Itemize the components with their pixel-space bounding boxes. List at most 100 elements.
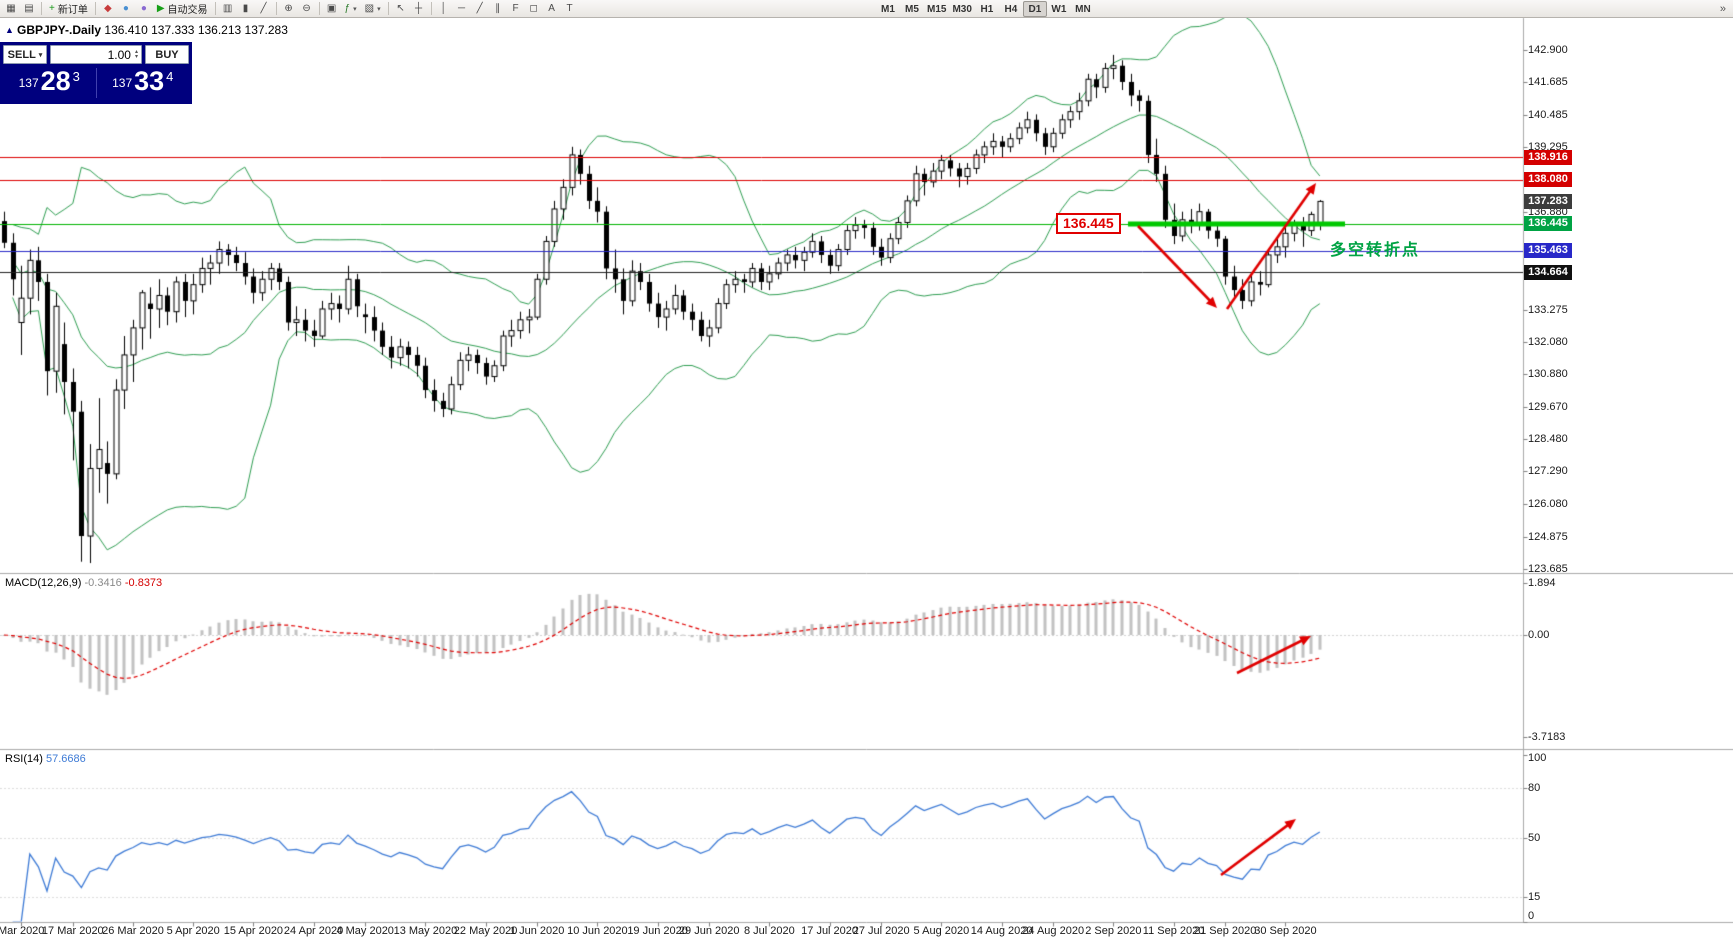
date-label: 17 Mar 2020 (41, 925, 104, 937)
price-divider (95, 68, 97, 98)
symbol-period-label: GBPJPY-.Daily (17, 23, 102, 37)
new-order-button-label: 新订单 (57, 5, 88, 16)
rsi-axis-label: 100 (1528, 751, 1547, 764)
candlestick-chart-icon: ▮ (242, 2, 249, 14)
spinner-down-icon[interactable]: ▾ (134, 53, 138, 60)
bid-big-digits: 28 (40, 65, 71, 96)
timeframe-mn-button[interactable]: MN (1075, 3, 1091, 15)
new-chart-icon: ▦ (6, 2, 16, 14)
volume-value: 1.00 (107, 47, 131, 62)
spinner-up-icon[interactable]: ▴ (134, 48, 138, 55)
timeframe-m1-button[interactable]: M1 (881, 3, 895, 15)
timeframe-w1-button[interactable]: W1 (1051, 3, 1067, 15)
price-scale-label: 141.685 (1528, 76, 1568, 89)
date-label: 8 Jul 2020 (744, 925, 795, 937)
vertical-line-icon[interactable]: │ (435, 1, 453, 17)
buy-button-label: BUY (155, 48, 179, 61)
toolbar-separator (275, 2, 277, 15)
shapes-icon[interactable]: ◻ (525, 1, 543, 17)
rsi-axis-label: 50 (1528, 832, 1541, 845)
trendline-icon: ╱ (476, 2, 483, 14)
arrow-objects-icon[interactable]: T (561, 1, 579, 17)
rsi-axis-label: 15 (1528, 890, 1541, 903)
one-click-trading-toggle-icon[interactable]: ▲ (5, 25, 14, 35)
ask-price[interactable]: 137 33 4 (97, 65, 190, 99)
rsi-name: RSI(14) (5, 753, 43, 765)
timeframe-m5-button[interactable]: M5 (905, 3, 919, 15)
rsi-header: RSI(14) 57.6686 (5, 753, 86, 765)
price-scale-label: 132.080 (1528, 335, 1568, 348)
date-label: 11 Sep 2020 (1142, 925, 1205, 937)
toolbar-buttons: ▦ ▤ + 新订单 ◆ ● ● ▶ 自动交易 ▥ ▮ ╱ ⊕ ⊖ ▣ ƒ ▾ ▧ ▾ ↖ ┼ │ ─ ╱ ∥ F ◻ A T (0, 0, 1733, 17)
trade-panel-controls: SELL ▾ 1.00 ▴ ▾ BUY (3, 45, 189, 64)
price-scale-label: 140.485 (1528, 108, 1568, 121)
crosshair-icon[interactable]: ┼ (410, 1, 428, 17)
zoom-in-icon: ⊕ (284, 2, 293, 14)
date-label: 4 May 2020 (336, 925, 394, 937)
turning-point-annotation[interactable]: 多空转折点 (1330, 242, 1421, 259)
date-label: Mar 2020 (0, 925, 45, 937)
metaquotes-icon: ◆ (103, 2, 112, 14)
volume-input[interactable]: 1.00 ▴ ▾ (50, 45, 142, 64)
date-label: 26 Mar 2020 (102, 925, 164, 937)
macd-axis-label: 1.894 (1528, 576, 1556, 589)
indicators-button[interactable]: ƒ ▾ (341, 1, 361, 17)
metaquotes-icon[interactable]: ◆ (99, 1, 117, 17)
timeframe-d1-button[interactable]: D1 (1022, 1, 1047, 17)
timeframe-h4-button[interactable]: H4 (1004, 3, 1018, 15)
auto-trading-button-label: 自动交易 (167, 5, 208, 16)
price-scale-label: 127.290 (1528, 465, 1568, 478)
timeframe-toolbar: M1 M5 M15 M30 H1 H4 D1 W1 MN (876, 1, 1095, 17)
horizontal-line-icon[interactable]: ─ (453, 1, 471, 17)
date-label: 22 May 2020 (453, 925, 518, 937)
chart-profiles-icon: ▤ (24, 2, 34, 14)
toolbar-separator (214, 2, 216, 15)
toolbar-separator (430, 2, 432, 15)
signals-icon[interactable]: ● (135, 1, 153, 17)
cursor-icon: ↖ (396, 2, 405, 14)
channel-icon[interactable]: ∥ (489, 1, 507, 17)
templates-dropdown: ▧ (364, 2, 375, 14)
new-chart-icon[interactable]: ▦ (2, 1, 20, 17)
line-chart-icon[interactable]: ╱ (255, 1, 273, 17)
indicators-button-caret-icon: ▾ (353, 5, 357, 13)
price-tag: 138.080 (1524, 172, 1572, 188)
macd-name: MACD(12,26,9) (5, 577, 82, 589)
rsi-value: 57.6686 (45, 753, 86, 765)
macd-signal-value: -0.8373 (124, 577, 163, 589)
timeframe-h1-button[interactable]: H1 (980, 3, 994, 15)
indicators-button: ƒ (344, 2, 351, 14)
cursor-icon[interactable]: ↖ (392, 1, 410, 17)
vertical-line-icon: │ (440, 2, 447, 14)
fibonacci-icon[interactable]: F (507, 1, 525, 17)
price-scale-label: 133.275 (1528, 303, 1568, 316)
market-icon[interactable]: ● (117, 1, 135, 17)
timeframe-m15-button[interactable]: M15 (927, 3, 947, 15)
ask-big-digits: 33 (134, 65, 165, 96)
sell-button[interactable]: SELL ▾ (3, 45, 47, 64)
bid-price[interactable]: 137 28 3 (3, 65, 96, 99)
ohlc-values: 136.410 137.333 136.213 137.283 (104, 23, 288, 37)
templates-dropdown[interactable]: ▧ ▾ (361, 1, 385, 17)
tile-windows-icon[interactable]: ▣ (323, 1, 341, 17)
candlestick-chart-icon[interactable]: ▮ (237, 1, 255, 17)
auto-trading-button[interactable]: ▶ 自动交易 (153, 1, 212, 17)
timeframe-m30-button[interactable]: M30 (952, 3, 972, 15)
new-order-button[interactable]: + 新订单 (45, 1, 92, 17)
support-price-annotation[interactable]: 136.445 (1056, 213, 1121, 234)
zoom-out-icon[interactable]: ⊖ (298, 1, 316, 17)
text-icon[interactable]: A (543, 1, 561, 17)
macd-axis-label: 0.00 (1528, 629, 1550, 641)
bar-chart-icon[interactable]: ▥ (219, 1, 237, 17)
buy-button[interactable]: BUY (145, 45, 189, 64)
date-label: 5 Apr 2020 (166, 925, 220, 937)
price-scale-label: 123.685 (1528, 562, 1568, 575)
channel-icon: ∥ (495, 2, 501, 14)
volume-spinner[interactable]: ▴ ▾ (134, 48, 138, 60)
templates-dropdown-caret-icon: ▾ (377, 5, 381, 13)
toolbar-overflow-button[interactable]: » (1719, 3, 1726, 15)
trendline-icon[interactable]: ╱ (471, 1, 489, 17)
zoom-in-icon[interactable]: ⊕ (280, 1, 298, 17)
chart-profiles-icon[interactable]: ▤ (20, 1, 38, 17)
